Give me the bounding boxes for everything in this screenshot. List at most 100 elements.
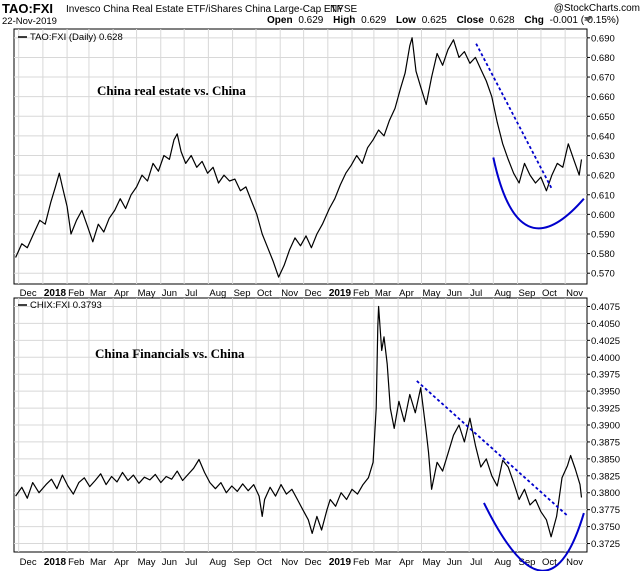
quote-line: Open 0.629 High 0.629 Low 0.625 Close 0.… — [267, 15, 619, 26]
x-tick-label: Mar — [375, 288, 391, 299]
y-tick-label: 0.3875 — [591, 437, 620, 448]
x-tick-label: Oct — [542, 288, 557, 299]
x-tick-label: Mar — [90, 288, 106, 299]
x-tick-label: Jun — [162, 557, 177, 568]
chart-header: TAO:FXI Invesco China Real Estate ETF/iS… — [2, 1, 640, 27]
series-line — [15, 305, 583, 538]
low-value: 0.625 — [422, 15, 447, 26]
x-tick-label: Mar — [375, 557, 391, 568]
low-label: Low — [396, 15, 416, 26]
x-tick-label: Jul — [470, 288, 482, 299]
x-tick-label: 2018 — [44, 288, 67, 299]
x-tick-label: Apr — [114, 288, 129, 299]
y-tick-label: 0.3725 — [591, 539, 620, 550]
x-tick-label: Aug — [494, 557, 511, 568]
y-tick-label: 0.3775 — [591, 505, 620, 516]
x-tick-label: May — [423, 288, 441, 299]
x-tick-label: Nov — [566, 288, 583, 299]
x-tick-label: Jun — [162, 288, 177, 299]
open-value: 0.629 — [298, 15, 323, 26]
close-value: 0.628 — [490, 15, 515, 26]
x-tick-label: Sep — [519, 288, 536, 299]
panel-chix-fxi: 0.3725 0.3750 0.3775 0.3800 0.3825 0.3850 0.38… — [13, 297, 620, 571]
x-tick-label: Apr — [399, 288, 414, 299]
y-tick-label: 0.3825 — [591, 471, 620, 482]
x-tick-label: Sep — [234, 288, 251, 299]
x-tick-label: Oct — [257, 288, 272, 299]
y-tick-label: 0.4025 — [591, 336, 620, 347]
high-value: 0.629 — [361, 15, 386, 26]
x-tick-label: Nov — [281, 557, 298, 568]
y-tick-label: 0.4000 — [591, 353, 620, 364]
x-tick-label: May — [138, 557, 156, 568]
legend-label: TAO:FXI (Daily) 0.628 — [30, 32, 123, 43]
y-tick-label: 0.3950 — [591, 387, 620, 398]
y-tick-label: 0.630 — [591, 151, 615, 162]
open-label: Open — [267, 15, 293, 26]
high-label: High — [333, 15, 355, 26]
y-tick-label: 0.3925 — [591, 404, 620, 415]
x-tick-label: Sep — [519, 557, 536, 568]
x-tick-label: Dec — [20, 288, 37, 299]
trendline — [416, 380, 569, 518]
x-tick-label: 2019 — [329, 288, 352, 299]
dropdown-triangle-icon[interactable] — [584, 17, 592, 22]
y-tick-label: 0.670 — [591, 73, 615, 84]
y-tick-label: 0.690 — [591, 33, 615, 44]
x-tick-label: 2019 — [329, 557, 352, 568]
x-tick-label: Apr — [399, 557, 414, 568]
x-tick-label: Aug — [209, 288, 226, 299]
y-tick-label: 0.590 — [591, 229, 615, 240]
x-tick-label: Oct — [542, 557, 557, 568]
panel-tao-fxi: 0.570 0.580 0.590 0.600 0.610 0.620 0.630 0.640… — [13, 28, 615, 299]
plot-frame — [13, 28, 588, 285]
x-tick-label: Sep — [234, 557, 251, 568]
x-tick-label: Nov — [281, 288, 298, 299]
annotation-label: China real estate vs. China — [97, 83, 246, 98]
y-tick-label: 0.3800 — [591, 488, 620, 499]
x-tick-label: Dec — [20, 557, 37, 568]
close-label: Close — [457, 15, 485, 26]
y-tick-label: 0.4075 — [591, 302, 620, 313]
x-tick-label: Jul — [185, 288, 197, 299]
y-tick-label: 0.610 — [591, 190, 615, 201]
y-tick-label: 0.660 — [591, 92, 615, 103]
y-tick-label: 0.620 — [591, 171, 615, 182]
legend: CHIX:FXI 0.3793 — [18, 300, 102, 311]
x-tick-label: Feb — [353, 557, 369, 568]
x-tick-label: May — [138, 288, 156, 299]
exchange-label: NYSE — [330, 4, 358, 15]
x-tick-label: 2018 — [44, 557, 67, 568]
y-tick-label: 0.3750 — [591, 522, 620, 533]
x-tick-label: Feb — [68, 557, 84, 568]
x-tick-label: Aug — [209, 557, 226, 568]
y-tick-label: 0.600 — [591, 210, 615, 221]
x-tick-label: Nov — [566, 557, 583, 568]
y-tick-label: 0.580 — [591, 249, 615, 260]
y-tick-label: 0.680 — [591, 53, 615, 64]
y-tick-label: 0.570 — [591, 269, 615, 280]
y-tick-label: 0.3900 — [591, 421, 620, 432]
x-tick-label: Feb — [68, 288, 84, 299]
bottoming-arc — [483, 502, 585, 571]
y-tick-label: 0.3850 — [591, 454, 620, 465]
x-tick-label: Oct — [257, 557, 272, 568]
x-tick-label: Jul — [470, 557, 482, 568]
y-tick-label: 0.3975 — [591, 370, 620, 381]
legend: TAO:FXI (Daily) 0.628 — [18, 32, 123, 43]
legend-label: CHIX:FXI 0.3793 — [30, 300, 102, 311]
x-tick-label: Feb — [353, 288, 369, 299]
y-tick-label: 0.640 — [591, 131, 615, 142]
x-tick-label: Jun — [447, 288, 462, 299]
chg-value: -0.001 (-0.15%) — [550, 15, 619, 26]
date-label: 22-Nov-2019 — [2, 16, 57, 27]
x-tick-label: Dec — [305, 288, 322, 299]
x-tick-label: Jul — [185, 557, 197, 568]
bottoming-arc — [492, 157, 585, 230]
x-tick-label: Aug — [494, 288, 511, 299]
annotation-label: China Financials vs. China — [95, 346, 245, 361]
y-tick-label: 0.4050 — [591, 319, 620, 330]
x-tick-label: May — [423, 557, 441, 568]
x-tick-label: Dec — [305, 557, 322, 568]
y-tick-label: 0.650 — [591, 112, 615, 123]
